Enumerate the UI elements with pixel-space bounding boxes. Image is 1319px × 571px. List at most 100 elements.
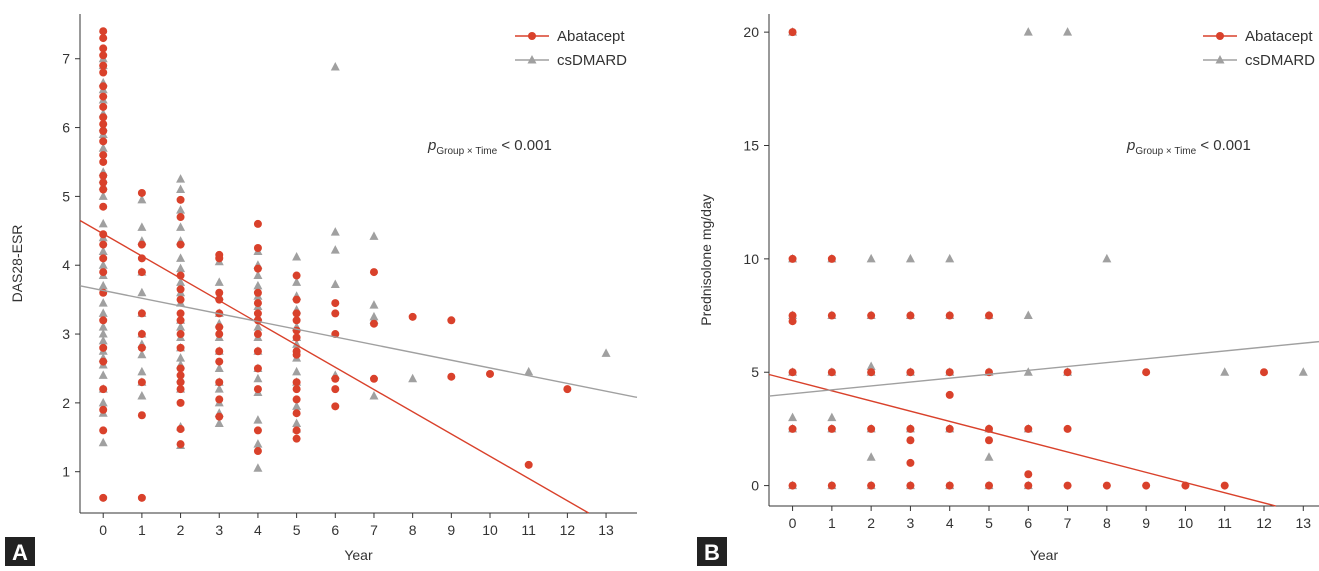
abatacept-point [945,390,954,399]
abatacept-point [99,102,108,111]
abatacept-point [292,378,301,387]
csdmard-point [1023,367,1033,376]
p-subscript: Group × Time [1135,146,1196,157]
abatacept-point [331,309,340,318]
abatacept-point [253,244,262,253]
x-axis-label: Year [344,547,373,563]
abatacept-point [985,436,993,445]
csdmard-point [253,373,263,383]
p-symbol: p [427,137,436,154]
csdmard-point [1023,310,1033,320]
abatacept-point [253,447,262,456]
csdmard-point [98,143,108,152]
abatacept-point [788,311,797,320]
csdmard-point [137,287,147,297]
y-tick-label: 10 [743,251,759,267]
csdmard-point [253,439,263,448]
x-tick-label: 6 [331,522,339,538]
abatacept-point [137,493,146,502]
csdmard-point [176,174,186,183]
abatacept-point [369,374,378,383]
abatacept-point [369,268,378,277]
legend-circle-marker [1216,32,1224,40]
abatacept-point [292,409,301,418]
abatacept-point [292,350,301,359]
abatacept-point [985,311,993,320]
abatacept-point [906,424,915,433]
csdmard-point [1102,253,1112,263]
x-tick-label: 7 [370,522,378,538]
abatacept-point [827,254,836,263]
csdmard-point [330,61,340,71]
abatacept-point [99,316,108,325]
abatacept-point [215,347,224,356]
y-tick-label: 5 [62,188,70,204]
abatacept-point [253,219,262,228]
x-tick-label: 9 [1142,515,1150,531]
csdmard-point [253,270,263,280]
abatacept-point [867,481,876,490]
csdmard-point [98,335,108,345]
abatacept-point [253,330,262,339]
abatacept-point [99,157,108,166]
abatacept-point [253,264,262,273]
abatacept-point [99,178,108,187]
abatacept-point [253,426,262,435]
abatacept-point [292,395,301,404]
csdmard-point [827,412,837,422]
abatacept-point [1142,368,1151,377]
abatacept-point [253,288,262,297]
x-tick-label: 6 [1024,515,1032,531]
y-tick-label: 3 [62,326,70,342]
x-tick-label: 3 [215,522,223,538]
csdmard-point [98,322,108,331]
abatacept-point [788,368,797,377]
csdmard-point [866,361,876,371]
abatacept-point [137,268,146,277]
abatacept-point [486,369,495,378]
abatacept-point [253,385,262,394]
x-tick-label: 10 [482,522,498,538]
y-tick-label: 15 [743,138,759,154]
abatacept-point [827,481,836,490]
series-abatacept [788,28,1268,490]
x-tick-label: 4 [946,515,954,531]
csdmard-point [408,373,418,383]
series-csdmard [98,53,611,472]
abatacept-point [788,481,797,490]
x-axis-label: Year [1030,547,1059,563]
x-tick-label: 8 [409,522,417,538]
p-value-annotation: pGroup × Time < 0.001 [427,137,552,157]
csdmard-point [214,384,224,393]
abatacept-point [99,120,108,129]
abatacept-point [563,385,572,394]
abatacept-point [99,405,108,414]
abatacept-point [1220,481,1229,490]
csdmard-point [176,353,186,362]
p-value-annotation: pGroup × Time < 0.001 [1126,137,1251,157]
abatacept-point [867,424,876,433]
abatacept-point [906,311,915,320]
csdmard-point [369,300,379,309]
abatacept-point [985,481,993,490]
csdmard-point [98,329,108,338]
abatacept-point [99,51,108,60]
legend-circle-marker [528,32,536,40]
legend-label: csDMARD [1245,52,1315,69]
csdmard-point [98,191,108,200]
abatacept-point [99,202,108,211]
trend-line-csdmard [79,285,638,399]
csdmard-point [214,418,224,428]
abatacept-point [906,368,915,377]
abatacept-point [524,460,533,469]
csdmard-point [905,253,915,263]
x-tick-label: 3 [907,515,915,531]
abatacept-point [215,378,224,387]
csdmard-point [1063,27,1073,36]
abatacept-point [788,424,797,433]
x-tick-label: 11 [521,522,536,538]
abatacept-point [1260,368,1268,377]
